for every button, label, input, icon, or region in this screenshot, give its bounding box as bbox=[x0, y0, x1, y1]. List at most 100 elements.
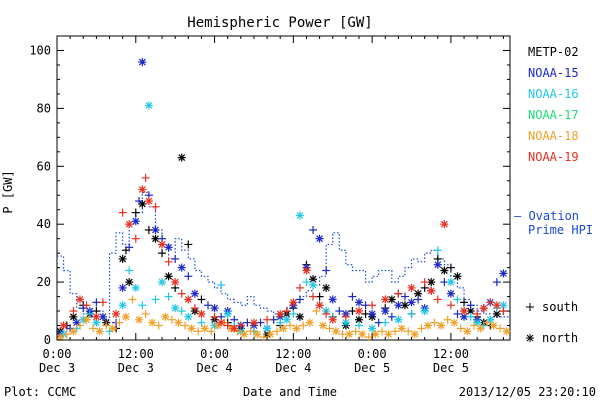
data-point bbox=[141, 309, 150, 318]
x-tick-label-time: 0:00 bbox=[200, 347, 229, 361]
data-point bbox=[236, 321, 245, 330]
data-point bbox=[197, 309, 206, 318]
data-point bbox=[371, 330, 380, 339]
data-point bbox=[177, 307, 186, 316]
data-point bbox=[423, 321, 432, 330]
data-point-stroke bbox=[460, 307, 468, 315]
x-tick-label-time: 12:00 bbox=[433, 347, 469, 361]
data-point-stroke bbox=[56, 333, 64, 341]
data-point bbox=[325, 324, 334, 333]
data-point-stroke bbox=[60, 322, 67, 329]
data-point-stroke bbox=[394, 316, 402, 324]
data-point bbox=[69, 327, 78, 336]
data-point-stroke bbox=[263, 324, 271, 332]
data-point bbox=[453, 272, 462, 281]
legend-entry: NOAA-15 bbox=[528, 66, 579, 80]
data-point bbox=[164, 292, 173, 301]
data-point-stroke bbox=[309, 275, 317, 283]
x-tick-label-time: 0:00 bbox=[358, 347, 387, 361]
data-point bbox=[131, 283, 140, 292]
data-point-stroke bbox=[408, 284, 415, 292]
data-point bbox=[292, 324, 301, 333]
data-point bbox=[460, 298, 469, 307]
data-point bbox=[59, 321, 68, 330]
data-point bbox=[69, 312, 78, 321]
data-point-stroke bbox=[306, 319, 314, 327]
data-point bbox=[479, 304, 488, 313]
data-point bbox=[184, 295, 193, 304]
data-point-stroke bbox=[96, 327, 104, 335]
data-point-stroke bbox=[424, 322, 432, 329]
data-point-stroke bbox=[437, 322, 445, 329]
data-point-stroke bbox=[109, 324, 117, 332]
data-point-stroke bbox=[329, 316, 337, 324]
data-point bbox=[171, 254, 180, 263]
data-point bbox=[417, 324, 426, 333]
data-point bbox=[351, 327, 360, 336]
data-point bbox=[144, 197, 153, 206]
x-tick-label-date: Dec 4 bbox=[275, 361, 311, 375]
data-point bbox=[502, 327, 511, 336]
data-point bbox=[92, 312, 101, 321]
data-point bbox=[433, 246, 442, 255]
data-point-stroke bbox=[138, 200, 146, 208]
data-point-stroke bbox=[332, 327, 340, 335]
data-point bbox=[453, 295, 462, 304]
data-point bbox=[305, 318, 314, 327]
data-point bbox=[151, 202, 160, 211]
legend-entry: NOAA-19 bbox=[528, 150, 579, 164]
data-point bbox=[377, 327, 386, 336]
data-point-stroke bbox=[188, 324, 196, 332]
data-point-stroke bbox=[500, 301, 507, 309]
data-point bbox=[407, 283, 416, 292]
data-point bbox=[446, 263, 455, 272]
data-point-stroke bbox=[463, 327, 471, 335]
data-point bbox=[289, 298, 298, 307]
data-point bbox=[476, 324, 485, 333]
data-point bbox=[118, 208, 127, 217]
data-point bbox=[486, 298, 495, 307]
data-point-stroke bbox=[421, 307, 429, 315]
data-point-stroke bbox=[152, 226, 159, 234]
data-point bbox=[355, 321, 363, 330]
data-point bbox=[217, 280, 226, 289]
data-point-stroke bbox=[266, 330, 274, 338]
data-point bbox=[158, 278, 167, 287]
data-point bbox=[177, 153, 186, 162]
data-point bbox=[240, 330, 249, 339]
data-point bbox=[328, 295, 337, 304]
data-point bbox=[332, 327, 341, 336]
data-point-stroke bbox=[125, 220, 133, 228]
data-point bbox=[492, 278, 501, 287]
data-point-stroke bbox=[171, 304, 179, 312]
data-point bbox=[95, 327, 104, 336]
data-point-stroke bbox=[440, 267, 448, 274]
data-point bbox=[118, 283, 127, 292]
data-point-stroke bbox=[92, 319, 100, 327]
data-point bbox=[299, 321, 308, 330]
data-point bbox=[102, 321, 111, 330]
data-point bbox=[131, 208, 140, 217]
data-point bbox=[430, 318, 439, 327]
legend-entry: NOAA-18 bbox=[528, 129, 579, 143]
data-point bbox=[138, 301, 147, 310]
y-axis: 0 20 40 60 80 100 bbox=[29, 35, 510, 347]
y-tick-label: 80 bbox=[37, 101, 51, 115]
data-point-stroke bbox=[368, 310, 376, 318]
data-point-stroke bbox=[184, 296, 192, 303]
data-point bbox=[177, 263, 186, 272]
data-point-stroke bbox=[329, 296, 337, 303]
data-point-stroke bbox=[161, 313, 169, 321]
footer-timestamp: 2013/12/05 23:20:10 bbox=[459, 385, 596, 399]
data-point bbox=[469, 321, 478, 330]
data-point-stroke bbox=[198, 310, 205, 318]
data-point bbox=[295, 312, 304, 321]
data-point bbox=[249, 318, 258, 327]
data-point-stroke bbox=[283, 316, 291, 324]
plot-border bbox=[56, 35, 511, 341]
data-point bbox=[302, 266, 311, 275]
data-point bbox=[302, 278, 311, 287]
x-tick-label-time: 12:00 bbox=[118, 347, 154, 361]
data-point-stroke bbox=[503, 327, 511, 335]
data-point bbox=[381, 318, 390, 327]
